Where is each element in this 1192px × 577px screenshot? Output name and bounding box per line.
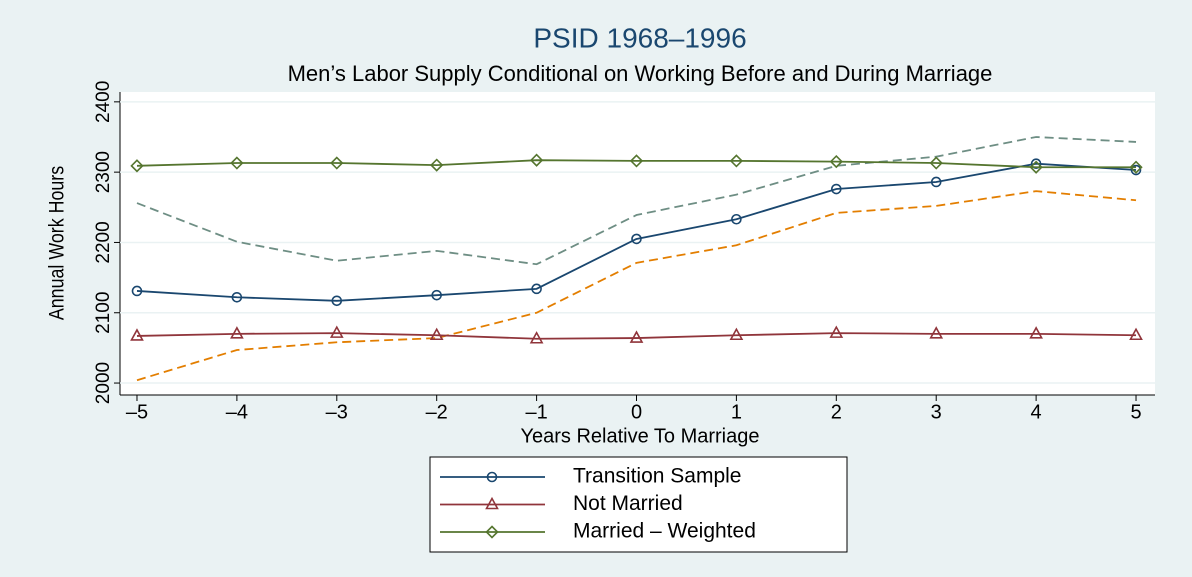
point (230, 156, 244, 170)
point (631, 233, 642, 245)
point (1130, 164, 1142, 176)
y-tick-label: 2300 (93, 151, 114, 193)
point (131, 285, 143, 297)
point (130, 328, 144, 341)
chart-title: PSID 1968–1996 (533, 22, 746, 53)
y-tick-label: 2400 (93, 81, 114, 123)
y-tick-label: 2100 (93, 292, 114, 334)
x-tick-label: 0 (631, 401, 642, 423)
point (529, 153, 544, 167)
point (231, 291, 243, 303)
point (529, 331, 544, 344)
series-line (136, 190, 1137, 382)
x-axis-label: Years Relative To Marriage (520, 425, 759, 447)
point (431, 289, 442, 301)
point (930, 176, 942, 188)
legend-label: Not Married (573, 492, 683, 515)
point (729, 327, 744, 341)
y-axis-label: Annual Work Hours (45, 166, 69, 321)
series-line (136, 162, 1137, 302)
point (331, 295, 343, 307)
point (829, 325, 844, 338)
series-line (136, 332, 1137, 340)
x-tick-label: –4 (226, 401, 248, 423)
point (729, 154, 744, 168)
point (485, 525, 499, 539)
y-tick-label: 2200 (93, 221, 114, 263)
x-tick-label: –2 (426, 401, 448, 423)
point (1030, 158, 1042, 170)
point (629, 154, 644, 168)
point (230, 326, 244, 339)
point (731, 213, 742, 225)
legend-label: Married – Weighted (573, 520, 756, 543)
point (430, 158, 444, 172)
point (1029, 326, 1043, 339)
x-tick-label: –3 (326, 401, 348, 423)
series-line (136, 136, 1137, 266)
point (831, 183, 842, 195)
point (486, 471, 498, 483)
x-tick-label: 3 (931, 401, 942, 423)
point (1029, 160, 1043, 174)
point (829, 154, 843, 169)
point (1129, 160, 1143, 174)
series-line (136, 159, 1137, 169)
y-tick-label: 2000 (93, 362, 114, 404)
point (629, 330, 644, 343)
point (1129, 327, 1143, 341)
point (329, 325, 344, 338)
point (929, 156, 943, 170)
point (531, 283, 542, 295)
x-tick-label: –5 (126, 401, 148, 423)
point (429, 327, 444, 341)
x-tick-label: –1 (525, 401, 547, 423)
point (130, 159, 144, 173)
x-tick-label: 2 (831, 401, 842, 423)
x-tick-label: 5 (1130, 401, 1141, 423)
point (330, 156, 344, 170)
x-tick-label: 4 (1031, 401, 1042, 423)
legend-label: Transition Sample (573, 465, 741, 488)
point (929, 326, 944, 339)
chart-subtitle: Men’s Labor Supply Conditional on Workin… (288, 61, 993, 86)
point (485, 496, 499, 510)
x-tick-label: 1 (731, 401, 742, 423)
